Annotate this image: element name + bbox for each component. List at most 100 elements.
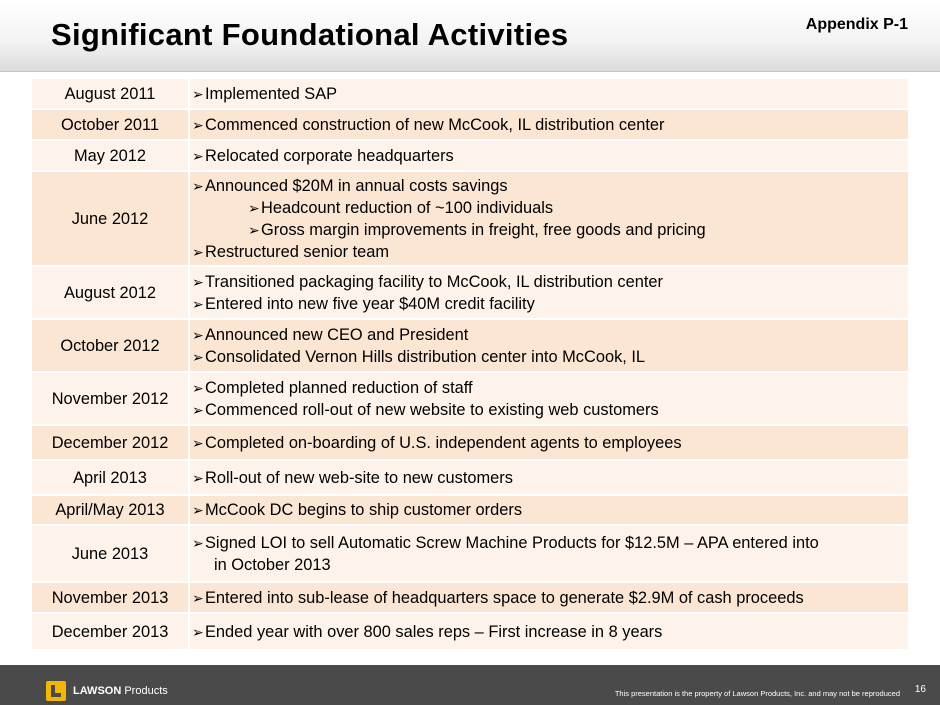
activity-cell: ➢Ended year with over 800 sales reps – F… [189, 613, 908, 651]
date-cell: October 2011 [32, 109, 190, 141]
table-row: June 2013 ➢Signed LOI to sell Automatic S… [32, 525, 908, 583]
table-row: June 2012 ➢Announced $20M in annual costs… [32, 171, 908, 267]
activity-cell: ➢Transitioned packaging facility to McCo… [189, 266, 908, 320]
brand-name: LAWSON Products [73, 685, 168, 697]
arrow-bullet-icon: ➢ [192, 502, 204, 518]
activity-text: Completed on-boarding of U.S. independen… [205, 433, 682, 452]
activity-item: ➢McCook DC begins to ship customer order… [192, 499, 908, 521]
date-cell: August 2012 [32, 266, 190, 320]
activity-item: ➢Commenced construction of new McCook, I… [192, 114, 908, 136]
arrow-bullet-icon: ➢ [192, 348, 204, 365]
date-cell: June 2013 [32, 525, 190, 583]
activity-text: McCook DC begins to ship customer orders [205, 501, 523, 519]
activity-item: ➢Relocated corporate headquarters [192, 145, 908, 167]
date-cell: December 2013 [32, 613, 190, 651]
arrow-bullet-icon: ➢ [192, 469, 204, 486]
activity-cell: ➢Roll-out of new web-site to new custome… [189, 460, 908, 496]
date-cell: November 2012 [32, 372, 190, 426]
activity-text: Commenced roll-out of new website to exi… [205, 400, 659, 419]
arrow-bullet-icon: ➢ [192, 326, 204, 343]
arrow-bullet-icon: ➢ [192, 623, 204, 640]
activity-cell: ➢Announced new CEO and President ➢Consoli… [189, 319, 908, 373]
arrow-bullet-icon: ➢ [192, 243, 204, 260]
arrow-bullet-icon: ➢ [192, 147, 204, 164]
footer-bar [0, 665, 940, 705]
activity-text: Transitioned packaging facility to McCoo… [205, 272, 663, 291]
arrow-bullet-icon: ➢ [192, 116, 204, 133]
arrow-bullet-icon: ➢ [192, 295, 204, 312]
table-row: April/May 2013 ➢McCook DC begins to ship … [32, 495, 908, 526]
activity-cell: ➢Entered into sub-lease of headquarters … [189, 582, 908, 614]
activity-item: ➢Ended year with over 800 sales reps – F… [192, 621, 908, 643]
activity-item: ➢Roll-out of new web-site to new custome… [192, 467, 908, 489]
activity-text: Consolidated Vernon Hills distribution c… [205, 347, 646, 366]
arrow-bullet-icon: ➢ [192, 589, 204, 606]
activity-cell: ➢Completed planned reduction of staff ➢Co… [189, 372, 908, 426]
activity-text: in October 2013 [214, 555, 331, 574]
activity-text: Entered into new five year $40M credit f… [205, 294, 535, 313]
table-row: August 2011 ➢Implemented SAP [32, 79, 908, 110]
activity-item: ➢Signed LOI to sell Automatic Screw Mach… [192, 532, 908, 554]
date-cell: April 2013 [32, 460, 190, 496]
activity-cell: ➢Completed on-boarding of U.S. independe… [189, 425, 908, 461]
arrow-bullet-icon: ➢ [192, 401, 204, 418]
page-number: 16 [914, 684, 926, 695]
brand-rest: Products [124, 685, 168, 697]
activity-cell: ➢Commenced construction of new McCook, I… [189, 109, 908, 141]
table-row: November 2013 ➢Entered into sub-lease of … [32, 582, 908, 614]
activities-table: August 2011 ➢Implemented SAP October 2011 ➢… [32, 79, 908, 651]
arrow-bullet-icon: ➢ [192, 177, 204, 194]
date-cell: November 2013 [32, 582, 190, 614]
activity-item: ➢Commenced roll-out of new website to ex… [192, 399, 908, 421]
table-row: October 2011 ➢Commenced construction of n… [32, 109, 908, 141]
activity-item: ➢Entered into new five year $40M credit … [192, 293, 908, 315]
activity-text: Headcount reduction of ~100 individuals [261, 198, 554, 217]
date-cell: October 2012 [32, 319, 190, 373]
arrow-bullet-icon: ➢ [192, 379, 204, 396]
date-cell: May 2012 [32, 140, 190, 172]
activity-cell: ➢McCook DC begins to ship customer order… [189, 495, 908, 526]
activity-cell: ➢Signed LOI to sell Automatic Screw Mach… [189, 525, 908, 583]
lawson-logo-icon [46, 681, 66, 701]
arrow-bullet-icon: ➢ [192, 534, 204, 551]
activity-text: Signed LOI to sell Automatic Screw Machi… [205, 533, 819, 552]
arrow-bullet-icon: ➢ [248, 199, 260, 216]
arrow-bullet-icon: ➢ [248, 221, 260, 238]
activity-text: Gross margin improvements in freight, fr… [261, 220, 706, 239]
activity-item: ➢Completed planned reduction of staff [192, 377, 908, 399]
table-row: October 2012 ➢Announced new CEO and Presi… [32, 319, 908, 373]
table-row: May 2012 ➢Relocated corporate headquarter… [32, 140, 908, 172]
activity-cell: ➢Relocated corporate headquarters [189, 140, 908, 172]
activity-text: Relocated corporate headquarters [205, 146, 454, 165]
appendix-label: Appendix P-1 [805, 16, 908, 33]
activity-text: Completed planned reduction of staff [205, 378, 473, 397]
activity-item: ➢Restructured senior team [192, 241, 908, 263]
activity-text: Announced $20M in annual costs savings [205, 176, 508, 195]
sub-activity-item: ➢Headcount reduction of ~100 individuals [192, 197, 908, 219]
activity-text: Commenced construction of new McCook, IL… [205, 115, 665, 134]
table-row: December 2012 ➢Completed on-boarding of U… [32, 425, 908, 461]
arrow-bullet-icon: ➢ [192, 434, 204, 451]
header-bar: Significant Foundational Activities Appe… [0, 0, 940, 72]
activity-cell: ➢Announced $20M in annual costs savings ➢… [189, 171, 908, 267]
date-cell: August 2011 [32, 79, 190, 110]
activity-text: Entered into sub-lease of headquarters s… [205, 588, 804, 607]
table-row: August 2012 ➢Transitioned packaging facil… [32, 266, 908, 320]
activity-item: ➢Implemented SAP [192, 83, 908, 105]
activity-item: ➢Transitioned packaging facility to McCo… [192, 271, 908, 293]
activity-cell: ➢Implemented SAP [189, 79, 908, 110]
page-title: Significant Foundational Activities [51, 17, 569, 52]
activity-item: ➢Completed on-boarding of U.S. independe… [192, 432, 908, 454]
activity-item: in October 2013 [192, 554, 908, 576]
table-row: November 2012 ➢Completed planned reductio… [32, 372, 908, 426]
arrow-bullet-icon: ➢ [192, 273, 204, 290]
activity-item: ➢Entered into sub-lease of headquarters … [192, 587, 908, 609]
activity-text: Ended year with over 800 sales reps – Fi… [205, 622, 663, 641]
activity-text: Restructured senior team [205, 242, 390, 261]
brand-bold: LAWSON [73, 685, 122, 697]
activity-item: ➢Announced $20M in annual costs savings [192, 175, 908, 197]
table-row: April 2013 ➢Roll-out of new web-site to n… [32, 460, 908, 496]
date-cell: June 2012 [32, 171, 190, 267]
date-cell: April/May 2013 [32, 495, 190, 526]
table-row: December 2013 ➢Ended year with over 800 s… [32, 613, 908, 651]
